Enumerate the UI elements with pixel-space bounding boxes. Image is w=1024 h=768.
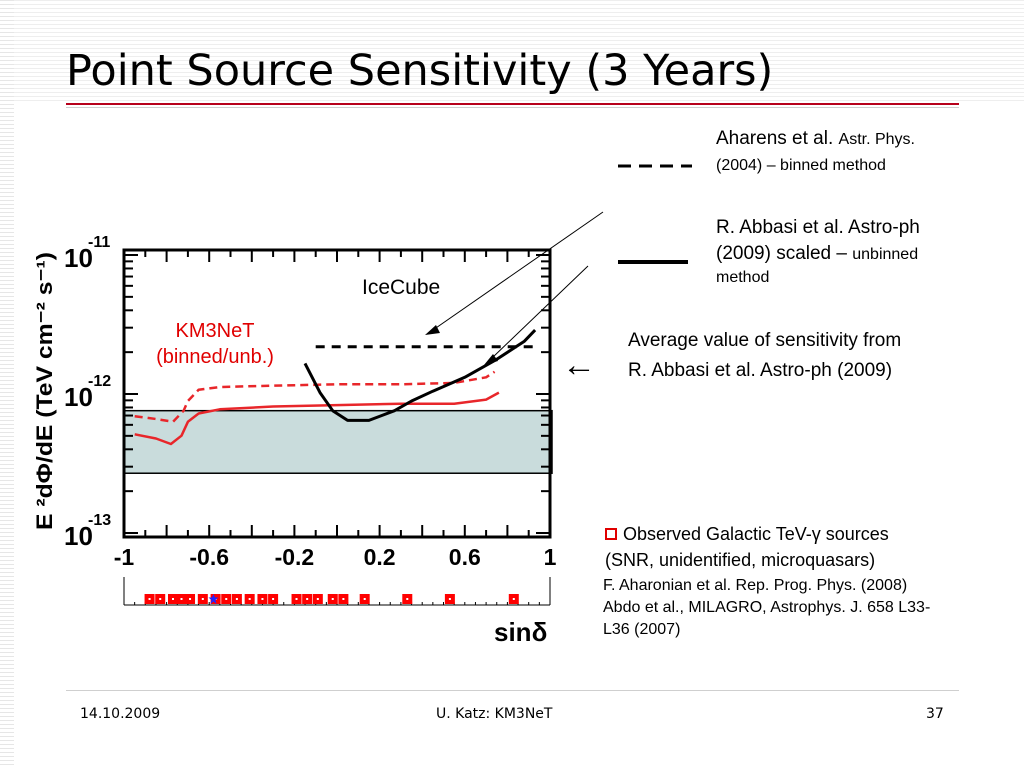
x-tick-marks xyxy=(123,250,551,537)
source-marker-dot xyxy=(363,598,366,600)
source-marker-dot xyxy=(235,598,238,600)
pointer-line-abbasi xyxy=(491,265,589,359)
source-marker-dot xyxy=(148,598,151,600)
y-tick-label-exponent: -11 xyxy=(88,234,110,251)
source-marker-dot xyxy=(159,598,162,600)
source-marker-dot xyxy=(331,598,334,600)
source-marker-dot xyxy=(295,598,298,600)
footer-center: U. Katz: KM3NeT xyxy=(436,706,553,722)
y-tick-label-base: 10 xyxy=(64,382,93,412)
legend-aharens-method: (2004) – binned method xyxy=(716,157,886,174)
x-axis-label: sinδ xyxy=(494,617,547,647)
source-marker-dot xyxy=(171,598,174,600)
galactic-sources-band xyxy=(123,409,553,474)
average-note: Average value of sensitivity from R. Abb… xyxy=(628,326,901,386)
reference-abdo: Abdo et al., MILAGRO, Astrophys. J. 658 … xyxy=(603,599,931,616)
header-stripes xyxy=(0,0,1024,104)
pointer-line-aharens xyxy=(432,211,604,331)
reference-aharonian: F. Aharonian et al. Rep. Prog. Phys. (20… xyxy=(603,577,908,594)
source-marker-dot xyxy=(189,598,192,600)
series-line-4 xyxy=(303,329,537,422)
y-tick-label-base: 10 xyxy=(64,243,93,273)
y-tick-marks xyxy=(124,254,550,534)
source-marker-dot xyxy=(272,598,275,600)
special-source-star xyxy=(208,594,219,604)
y-tick-label-base: 10 xyxy=(64,521,93,551)
legend-abbasi-method: method xyxy=(716,269,770,286)
source-marker-dot xyxy=(248,598,251,600)
source-marker-dot xyxy=(512,598,515,600)
km3net-label-line1: KM3NeT xyxy=(175,320,255,342)
km3net-label-line2: (binned/unb.) xyxy=(156,346,274,368)
y-tick-label-exponent: -12 xyxy=(88,373,111,390)
series-layer xyxy=(134,329,540,446)
footer-page-number: 37 xyxy=(926,706,944,722)
x-tick-label: -0.2 xyxy=(275,544,315,570)
source-marker-dot xyxy=(342,598,345,600)
references: F. Aharonian et al. Rep. Prog. Phys. (20… xyxy=(603,575,930,641)
x-tick-label: -0.6 xyxy=(189,544,229,570)
pointer-head-abbasi xyxy=(484,354,498,365)
series-line-2 xyxy=(134,391,500,446)
average-note-line1: Average value of sensitivity from xyxy=(628,330,902,351)
title-rule xyxy=(66,103,959,105)
average-note-line2: R. Abbasi et al. Astro-ph (2009) xyxy=(628,360,893,381)
source-marker-dot xyxy=(201,598,204,600)
x-tick-label: 0.2 xyxy=(364,544,396,570)
observed-sources-line1: Observed Galactic TeV-γ sources xyxy=(623,524,889,544)
source-marker-dot xyxy=(225,598,228,600)
legend-aharens-journal: Astr. Phys. xyxy=(838,131,915,148)
legend-aharens-authors: Aharens et al. xyxy=(716,128,834,149)
x-tick-label: -1 xyxy=(114,544,135,570)
legend-abbasi: R. Abbasi et al. Astro-ph (2009) scaled … xyxy=(716,215,920,288)
square-marker-icon xyxy=(605,528,617,540)
source-marker-dot xyxy=(261,598,264,600)
title-rule-secondary xyxy=(66,107,959,108)
legend-aharens: Aharens et al. Astr. Phys. (2004) – binn… xyxy=(716,126,915,179)
footer-date: 14.10.2009 xyxy=(80,706,161,722)
x-tick-labels: -1 -0.6 -0.2 0.2 0.6 1 xyxy=(114,544,557,570)
observed-sources-line2: (SNR, unidentified, microquasars) xyxy=(605,550,876,570)
x-tick-label: 0.6 xyxy=(449,544,481,570)
reference-abdo-pages: L36 (2007) xyxy=(603,621,681,638)
left-arrow-icon: ← xyxy=(562,346,596,384)
source-marker-dot xyxy=(406,598,409,600)
source-marker-dot xyxy=(180,598,183,600)
x-tick-label: 1 xyxy=(544,544,557,570)
y-tick-label-exponent: -13 xyxy=(88,512,111,529)
y-axis-label: E ²dΦ/dE (TeV cm⁻² s⁻¹) xyxy=(32,252,57,530)
source-marker-dot xyxy=(306,598,309,600)
icecube-label: IceCube xyxy=(362,276,441,299)
left-stripes xyxy=(0,0,14,768)
observed-sources-note: Observed Galactic TeV-γ sources (SNR, un… xyxy=(605,521,889,573)
source-marker-dot xyxy=(448,598,451,600)
pointer-head-aharens xyxy=(425,325,440,335)
legend-abbasi-line2: (2009) scaled – xyxy=(716,243,847,264)
footer-rule xyxy=(66,690,959,691)
slide-title: Point Source Sensitivity (3 Years) xyxy=(66,46,774,96)
source-marker-dot xyxy=(316,598,319,600)
source-marker-strip xyxy=(123,577,551,606)
km3net-label: KM3NeT (binned/unb.) xyxy=(130,318,300,370)
legend-abbasi-unbinned: unbinned xyxy=(852,246,919,263)
legend-abbasi-line1: R. Abbasi et al. Astro-ph xyxy=(716,217,920,238)
